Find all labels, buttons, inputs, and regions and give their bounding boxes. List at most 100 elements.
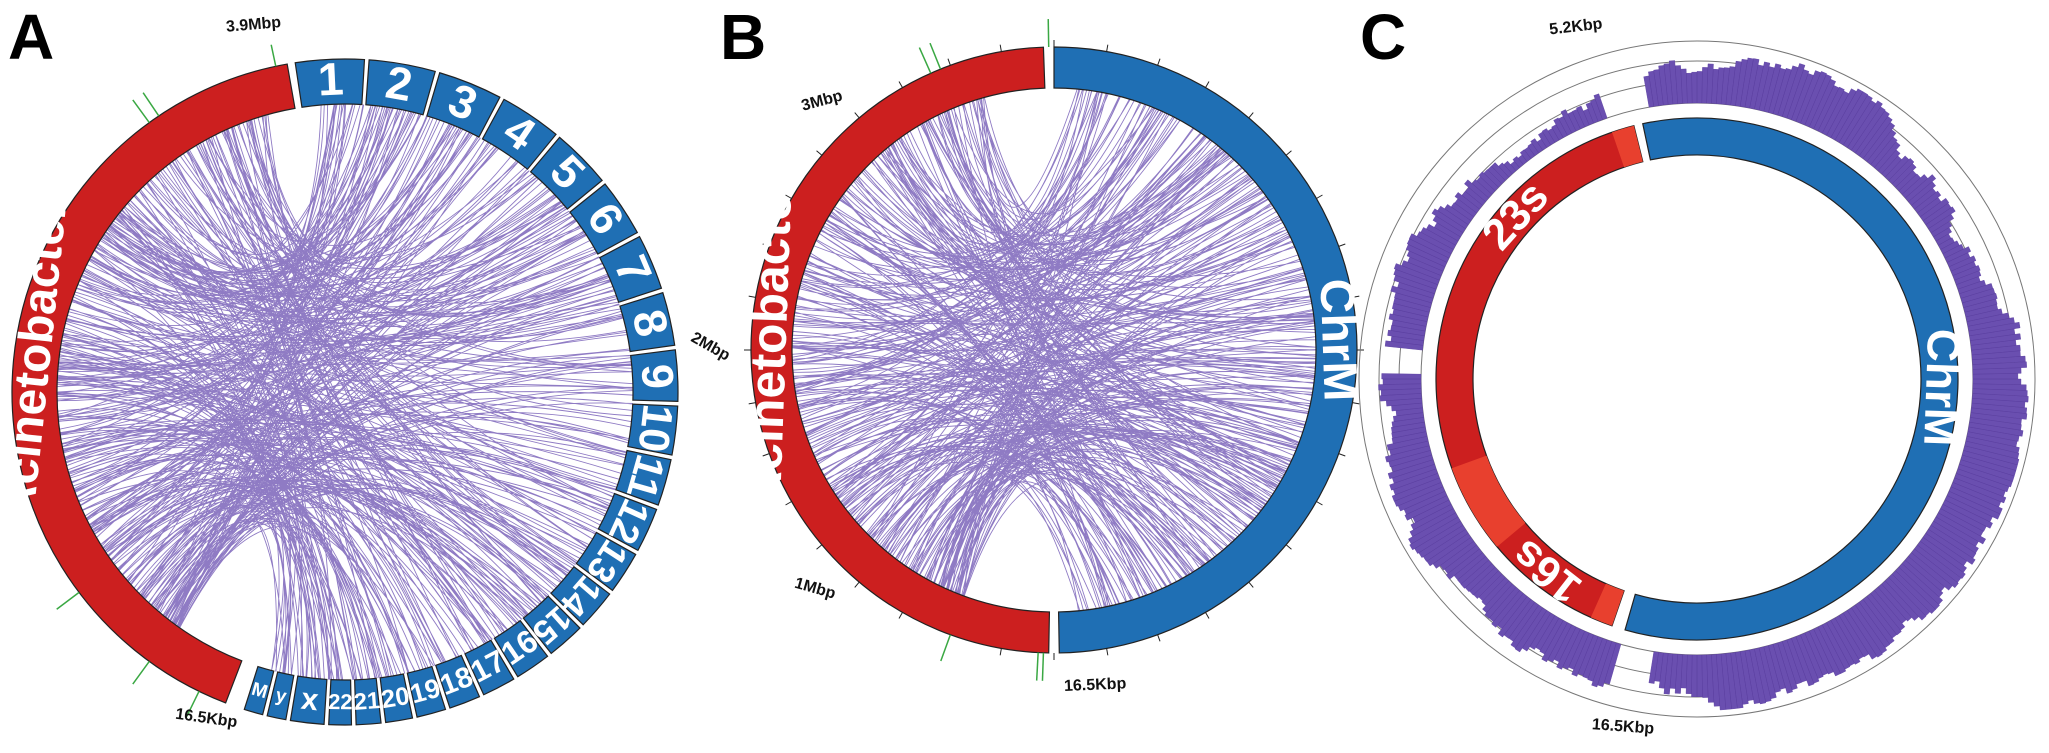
ring-segment: [426, 72, 501, 138]
position-label: 16.5Kbp: [1064, 675, 1127, 695]
tick-mark: [748, 402, 756, 405]
tick-mark: [1106, 44, 1109, 52]
segment-label: 1: [317, 52, 345, 105]
ring-segment: [406, 665, 447, 718]
tick-mark: [1157, 58, 1161, 66]
marker-line: [929, 42, 942, 70]
tick-mark: [999, 648, 1002, 656]
rings-layer: 1 2 345678910111213141516171819202122xyMAc…: [0, 14, 2036, 738]
ring-segment: [529, 136, 603, 210]
tick-mark: [854, 581, 860, 588]
ring-segment: [328, 679, 353, 726]
ring-segment: [365, 59, 436, 116]
segment-label: y: [274, 684, 289, 707]
segment-label: 22: [328, 689, 352, 714]
ring-segment: [294, 58, 366, 108]
marker-line: [186, 690, 200, 717]
ring-segment: [750, 46, 1051, 654]
tick-mark: [1285, 150, 1292, 156]
marker-line: [132, 99, 150, 124]
ring-segment: [353, 677, 382, 726]
segment-label: ChrM: [1310, 278, 1367, 402]
panel-letter: B: [720, 1, 766, 73]
ring-segment: [550, 565, 611, 626]
marker-line: [56, 591, 80, 610]
tick-mark: [947, 58, 951, 66]
ring-segment: [481, 98, 557, 171]
ring-segment: [266, 671, 295, 721]
segment-label: Acinetobacter: [735, 172, 803, 507]
segment-label: 21: [353, 687, 381, 715]
tick-mark: [1205, 612, 1210, 619]
coverage-histogram: [1378, 57, 2029, 711]
tick-mark: [898, 81, 903, 88]
link-bundle: [791, 88, 1317, 611]
ring-segment: [1624, 117, 1959, 641]
tick-mark: [1248, 112, 1254, 119]
position-label: 3Mbp: [800, 87, 845, 114]
ring-segment: [597, 492, 658, 552]
tick-mark: [1352, 295, 1360, 298]
tick-mark: [762, 453, 770, 457]
tick-mark: [816, 150, 823, 156]
tick-mark: [898, 612, 903, 619]
marker-line: [1035, 652, 1039, 681]
ring-segment: [1451, 455, 1526, 547]
tick-mark: [1285, 544, 1292, 550]
tick-mark: [1106, 648, 1109, 656]
tick-mark: [999, 44, 1002, 52]
position-label: 2Mbp: [688, 329, 733, 364]
ring-segment: [11, 63, 296, 704]
panel-letter: A: [8, 1, 54, 73]
tick-mark: [1316, 194, 1323, 199]
ring-segment: [1053, 46, 1358, 654]
tick-mark: [1352, 402, 1360, 405]
ring-segment: [434, 654, 481, 709]
marker-line: [132, 660, 150, 685]
tick-mark: [1157, 634, 1161, 642]
ring-segment: [630, 349, 679, 402]
panel-letter: C: [1360, 1, 1406, 73]
tick-mark: [785, 194, 792, 199]
position-label: 5.2Kbp: [1548, 15, 1603, 38]
tick-mark: [1338, 243, 1346, 247]
link-bundle: [56, 103, 634, 681]
tick-mark: [1316, 501, 1323, 506]
marker-line: [270, 44, 277, 67]
ring-segment: [619, 291, 676, 353]
ring-segment: [289, 675, 328, 725]
marker-line: [142, 92, 160, 117]
segment-label: M: [249, 678, 270, 702]
segment-label: 20: [379, 682, 411, 714]
position-label: 1Mbp: [793, 575, 838, 603]
ring-segment: [493, 619, 549, 678]
segment-label: 9: [632, 363, 682, 390]
tick-mark: [748, 295, 756, 298]
ring-segment: [615, 449, 672, 506]
tick-mark: [785, 501, 792, 506]
tick-mark: [762, 243, 770, 247]
ring-segment: [379, 673, 414, 724]
position-label: 16.5Kbp: [174, 706, 238, 732]
ring-segment: [243, 665, 275, 716]
tick-mark: [1338, 453, 1346, 457]
marker-line: [918, 47, 932, 74]
segment-label: ChrM: [1914, 328, 1970, 447]
segment-label: x: [299, 682, 320, 718]
track-gap: [1425, 107, 1969, 651]
tick-mark: [1205, 81, 1210, 88]
ring-segment: [464, 639, 515, 696]
ring-segment: [569, 183, 639, 255]
track-circle: [1358, 40, 2036, 718]
ring-segment: [522, 595, 581, 655]
ring-segment: [1590, 583, 1625, 626]
position-label: 16.5Kbp: [1591, 716, 1655, 738]
ring-segment: [598, 235, 663, 304]
tick-mark: [1248, 581, 1254, 588]
position-label: 3.9Mbp: [225, 14, 282, 36]
ring-segment: [1612, 125, 1643, 168]
tick-mark: [816, 544, 823, 550]
ring-segment: [575, 531, 637, 592]
